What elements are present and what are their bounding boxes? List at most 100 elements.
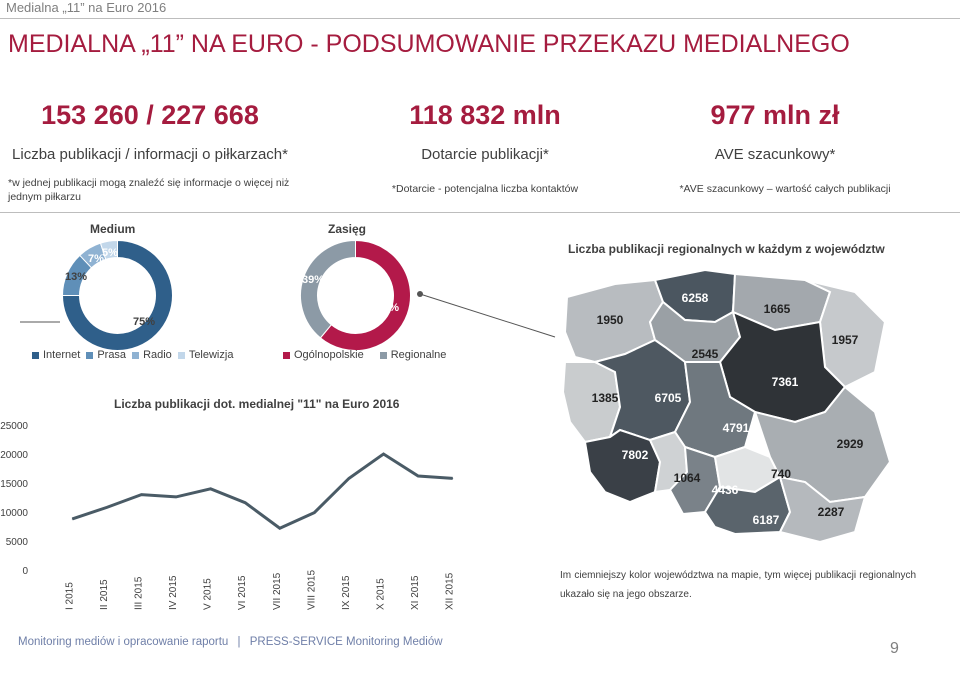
zasieg-slice-0 <box>319 239 411 351</box>
map-label-0: 1950 <box>597 313 624 327</box>
legend-telewizja: Telewizja <box>188 349 234 361</box>
medium-label-2: 7% <box>88 253 104 265</box>
x-tick-8: IX 2015 <box>341 575 352 610</box>
medium-title: Medium <box>90 222 136 236</box>
legend-radio-swatch <box>132 351 140 359</box>
map-note: Im ciemniejszy kolor województwa na mapi… <box>560 570 916 600</box>
y-tick-1: 5000 <box>6 537 29 548</box>
y-tick-3: 15000 <box>0 479 28 490</box>
medium-donut-chart: 75% 13%7%5% <box>61 239 173 351</box>
page-title: MEDIALNA „11” NA EURO - PODSUMOWANIE PRZ… <box>8 30 850 59</box>
footer-right: PRESS-SERVICE Monitoring Mediów <box>249 636 443 648</box>
medium-slice-3 <box>99 239 118 260</box>
connector-dot <box>417 291 423 297</box>
y-tick-0: 0 <box>22 566 28 577</box>
data-point-7 <box>313 512 315 514</box>
map-label-7: 7361 <box>772 375 799 389</box>
region-dolnoslaskie <box>583 428 662 504</box>
data-point-4 <box>210 488 212 490</box>
map-label-3: 1957 <box>832 333 859 347</box>
poland-map: 1950 6258 1665 1957 2545 1385 6705 7361 4791 7802… <box>561 268 892 544</box>
x-tick-3: IV 2015 <box>168 575 179 610</box>
map-label-15: 2287 <box>818 505 845 519</box>
kpi-reach-label: Dotarcie publikacji* <box>421 146 549 163</box>
x-tick-1: II 2015 <box>99 579 110 610</box>
x-tick-9: X 2015 <box>376 578 387 610</box>
legend-radio: Radio <box>143 349 172 361</box>
map-label-13: 2929 <box>837 437 864 451</box>
kpi-reach-note: *Dotarcie - potencjalna liczba kontaktów <box>391 183 579 195</box>
map-label-9: 7802 <box>622 448 649 462</box>
connector-lines <box>20 291 556 338</box>
zasieg-slice-1 <box>300 239 356 339</box>
legend-telewizja-swatch <box>177 351 185 359</box>
page-title-main: MEDIALNA „11” NA EURO <box>8 30 304 58</box>
map-label-5: 1385 <box>592 391 619 405</box>
map-title: Liczba publikacji regionalnych w każdym … <box>568 242 885 256</box>
medium-label-3: 5% <box>102 247 118 259</box>
y-tick-2: 10000 <box>0 508 28 519</box>
kpi-ave-value: 977 mln zł <box>710 100 840 130</box>
x-tick-11: XII 2015 <box>445 572 456 610</box>
y-tick-4: 20000 <box>0 450 28 461</box>
line-chart: 0 5000 10000 15000 20000 25000 I 2015 II 2015 II… <box>0 421 456 610</box>
data-point-3 <box>175 496 177 498</box>
medium-label-1: 13% <box>65 271 87 283</box>
zasieg-label-1: 39% <box>302 274 324 286</box>
legend-internet: Internet <box>43 349 81 361</box>
page-number: 9 <box>890 640 899 657</box>
map-label-10: 1064 <box>674 471 701 485</box>
x-tick-2: III 2015 <box>133 576 144 610</box>
page-title-rest: - PODSUMOWANIE PRZEKAZU MEDIALNEGO <box>303 30 850 58</box>
data-point-10 <box>417 475 419 477</box>
x-tick-0: I 2015 <box>64 582 75 610</box>
kpi-reach-value: 118 832 mln <box>409 100 561 130</box>
kpi-publications-value: 153 260 / 227 668 <box>41 100 259 130</box>
data-point-8 <box>348 477 350 479</box>
map-label-4: 2545 <box>692 347 719 361</box>
map-label-8: 4791 <box>723 421 750 435</box>
data-point-6 <box>279 527 281 529</box>
x-tick-7: VIII 2015 <box>306 570 317 610</box>
kpi-publications-note: *w jednej publikacji mogą znaleźć się in… <box>8 177 290 203</box>
zasieg-label-0: 61% <box>377 302 399 314</box>
map-label-1: 6258 <box>682 291 709 305</box>
map-label-6: 6705 <box>655 391 682 405</box>
medium-label-0: 75% <box>133 316 155 328</box>
section-divider <box>0 212 960 213</box>
region-podkarpackie <box>778 475 867 544</box>
x-tick-6: VII 2015 <box>272 572 283 610</box>
footer-left: Monitoring mediów i opracowanie raportu <box>18 636 229 648</box>
x-tick-10: XI 2015 <box>410 575 421 610</box>
x-tick-5: VI 2015 <box>237 575 248 610</box>
footer: Monitoring mediów i opracowanie raportu … <box>18 636 443 648</box>
connector-right <box>419 293 556 338</box>
legend-ogolnopolskie-swatch <box>283 351 290 359</box>
kpi-ave-label: AVE szacunkowy* <box>714 146 836 163</box>
legend-prasa: Prasa <box>97 349 127 361</box>
data-point-0 <box>71 518 73 520</box>
medium-slice-0 <box>61 239 173 351</box>
x-tick-4: V 2015 <box>203 578 214 610</box>
chart-title: Liczba publikacji dot. medialnej "11" na… <box>114 397 400 411</box>
header-small-title: Medialna „11” na Euro 2016 <box>6 0 167 15</box>
data-point-1 <box>106 506 108 508</box>
header-divider <box>0 18 960 19</box>
data-point-2 <box>140 494 142 496</box>
medium-legend: Internet Prasa Radio Telewizja <box>26 349 233 361</box>
map-label-2: 1665 <box>764 302 791 316</box>
zasieg-legend: Ogólnopolskie Regionalne <box>277 349 446 361</box>
legend-internet-swatch <box>32 351 39 359</box>
kpi-publications-label: Liczba publikacji / informacji o piłkarz… <box>12 146 288 163</box>
zasieg-title: Zasięg <box>328 222 367 236</box>
legend-regionalne: Regionalne <box>390 349 447 361</box>
map-label-11: 4436 <box>712 483 739 497</box>
zasieg-donut-chart: 61% 39% <box>300 239 411 351</box>
y-tick-5: 25000 <box>0 421 28 432</box>
data-point-11 <box>452 477 454 479</box>
series-line <box>71 452 453 530</box>
legend-ogolnopolskie: Ogólnopolskie <box>294 349 364 361</box>
kpi-ave-note: *AVE szacunkowy – wartość całych publika… <box>679 183 891 195</box>
data-point-5 <box>244 502 246 504</box>
data-point-9 <box>383 453 385 455</box>
